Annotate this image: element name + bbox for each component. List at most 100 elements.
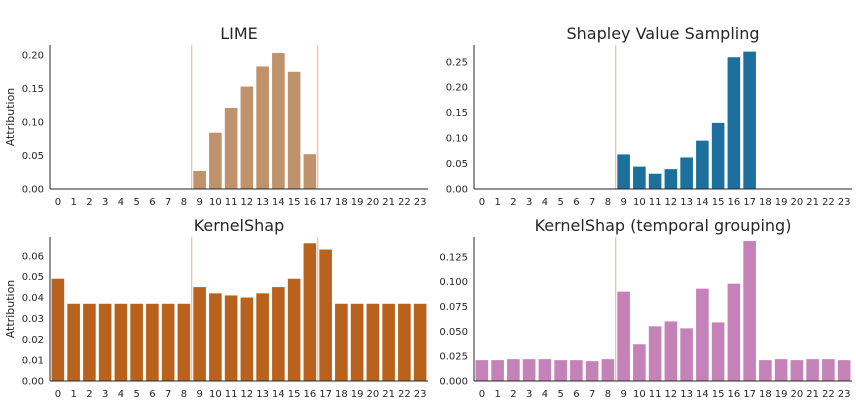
- y-tick-label: 0.06: [22, 251, 44, 262]
- bar: [727, 283, 741, 381]
- chart-panel-1: Shapley Value Sampling 0.00 0.05 0.10 0.15 0.…: [446, 24, 852, 208]
- bar: [806, 359, 819, 381]
- x-tick-label: 9: [620, 389, 626, 400]
- x-tick-label: 21: [806, 389, 819, 400]
- x-tick-label: 16: [728, 197, 741, 208]
- x-tick-label: 7: [165, 197, 171, 208]
- y-tick-label: 0.00: [22, 377, 44, 388]
- x-tick-label: 11: [225, 197, 238, 208]
- x-tick-label: 16: [728, 389, 741, 400]
- chart-title: KernelShap: [194, 216, 285, 235]
- bar: [633, 166, 646, 189]
- x-tick-label: 17: [743, 389, 756, 400]
- y-axis-label: Attribution: [4, 88, 17, 147]
- bar: [398, 303, 411, 381]
- y-tick-label: 0.20: [446, 83, 468, 94]
- x-tick-label: 18: [759, 197, 772, 208]
- x-tick-label: 19: [775, 389, 788, 400]
- bar: [413, 303, 427, 381]
- bar: [161, 303, 175, 381]
- bar: [774, 359, 788, 381]
- x-tick-label: 5: [557, 197, 563, 208]
- chart-title: LIME: [220, 24, 258, 43]
- x-tick-label: 9: [196, 389, 202, 400]
- bar: [711, 322, 725, 381]
- x-tick-label: 17: [319, 389, 332, 400]
- bar: [743, 51, 756, 190]
- bar: [224, 107, 238, 189]
- bar: [130, 303, 143, 381]
- bar: [664, 321, 678, 381]
- y-tick-label: 0.25: [446, 57, 468, 68]
- bar: [98, 303, 112, 381]
- x-tick-label: 0: [479, 389, 485, 400]
- y-tick-label: 0.05: [446, 159, 468, 170]
- y-tick-label: 0.10: [22, 118, 44, 129]
- x-tick-label: 21: [382, 389, 395, 400]
- x-tick-label: 0: [55, 197, 61, 208]
- x-tick-label: 9: [620, 197, 626, 208]
- y-tick-label: 0.15: [446, 108, 468, 119]
- chart-title: KernelShap (temporal grouping): [535, 216, 792, 235]
- bar: [193, 287, 206, 381]
- x-tick-label: 4: [118, 389, 124, 400]
- x-tick-label: 20: [367, 389, 380, 400]
- x-tick-label: 23: [414, 197, 427, 208]
- x-tick-label: 18: [759, 389, 772, 400]
- x-tick-label: 1: [494, 389, 500, 400]
- x-tick-label: 5: [133, 197, 139, 208]
- x-tick-label: 23: [838, 197, 851, 208]
- x-tick-label: 1: [70, 389, 76, 400]
- y-tick-label: 0.02: [22, 335, 44, 346]
- x-tick-label: 4: [542, 197, 548, 208]
- y-tick-label: 0.025: [439, 352, 468, 363]
- y-tick-label: 0.04: [22, 293, 44, 304]
- y-tick-label: 0.125: [439, 252, 468, 263]
- x-tick-label: 13: [256, 389, 269, 400]
- x-tick-label: 20: [367, 197, 380, 208]
- x-tick-label: 22: [822, 197, 835, 208]
- bar: [727, 57, 741, 190]
- bar: [696, 288, 709, 381]
- x-tick-label: 3: [526, 389, 532, 400]
- bar: [633, 344, 646, 381]
- x-tick-label: 19: [351, 197, 364, 208]
- x-tick-label: 22: [398, 389, 411, 400]
- x-tick-label: 14: [696, 197, 709, 208]
- x-tick-label: 10: [209, 389, 222, 400]
- chart-title: Shapley Value Sampling: [566, 24, 759, 43]
- bar: [319, 249, 332, 381]
- y-tick-label: 0.01: [22, 356, 44, 367]
- x-tick-label: 11: [225, 389, 238, 400]
- x-tick-label: 1: [494, 197, 500, 208]
- x-tick-label: 19: [351, 389, 364, 400]
- x-tick-label: 4: [542, 389, 548, 400]
- x-tick-label: 13: [680, 389, 693, 400]
- x-tick-label: 23: [414, 389, 427, 400]
- bar: [570, 360, 583, 381]
- bar: [538, 359, 552, 381]
- y-tick-label: 0.03: [22, 314, 44, 325]
- x-tick-label: 6: [149, 389, 155, 400]
- bar: [680, 328, 693, 381]
- bar: [146, 303, 159, 381]
- bar: [664, 169, 678, 189]
- bar: [303, 243, 317, 381]
- bar: [177, 303, 191, 381]
- bar: [256, 66, 269, 189]
- bar: [67, 303, 80, 381]
- bar: [696, 140, 709, 189]
- x-tick-label: 2: [510, 389, 516, 400]
- x-tick-label: 20: [791, 197, 804, 208]
- x-tick-label: 15: [288, 389, 301, 400]
- x-tick-label: 8: [605, 197, 611, 208]
- x-tick-label: 15: [288, 197, 301, 208]
- chart-panel-2: KernelShap Attribution 0.00 0.01 0.02 0.03 0.0…: [4, 216, 428, 400]
- x-tick-label: 2: [510, 197, 516, 208]
- bar: [335, 303, 348, 381]
- y-axis-label: Attribution: [4, 280, 17, 339]
- x-tick-label: 11: [649, 197, 662, 208]
- x-tick-label: 6: [573, 197, 579, 208]
